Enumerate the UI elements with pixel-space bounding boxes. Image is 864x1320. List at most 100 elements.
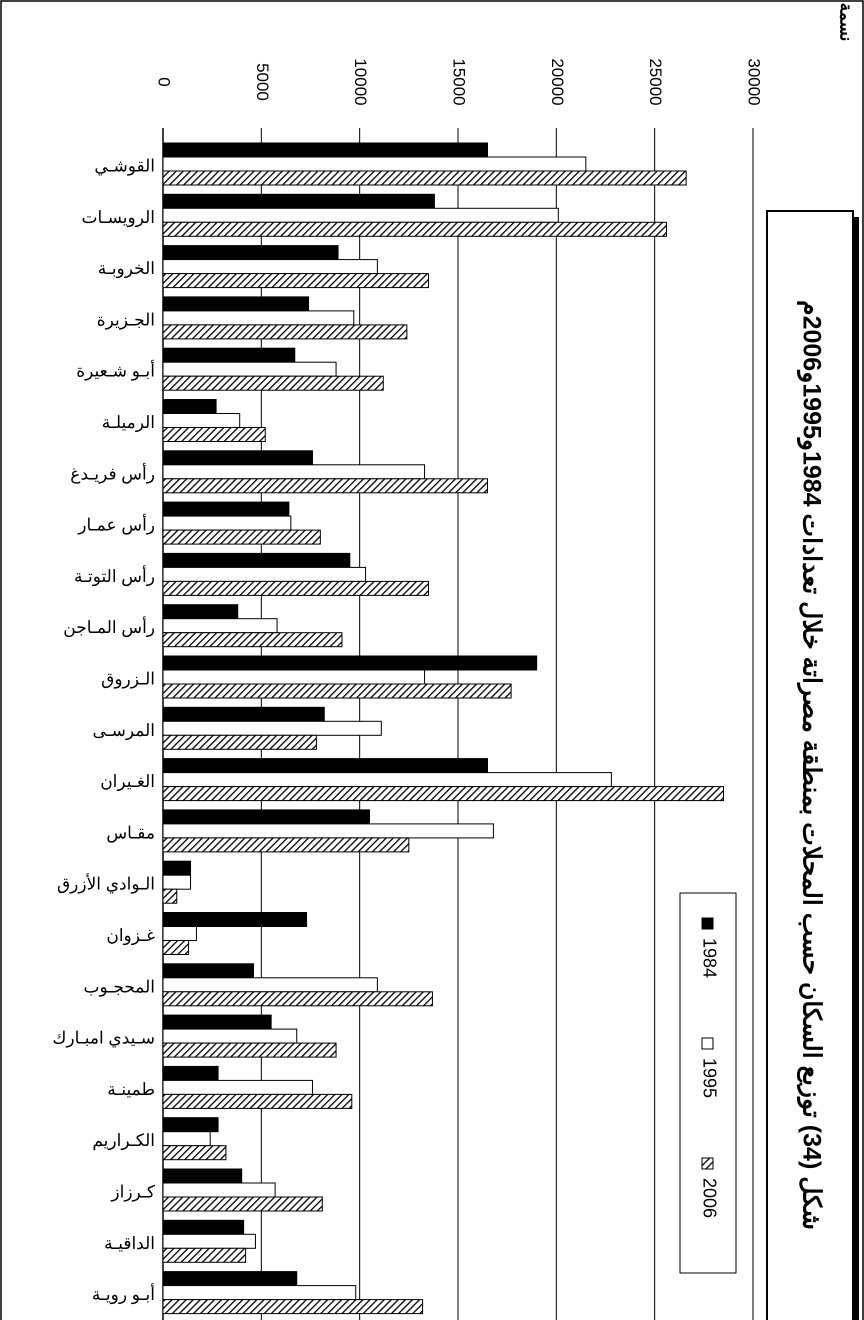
bar	[162, 1145, 227, 1161]
legend-label: 2006	[699, 1178, 719, 1218]
bar	[162, 580, 429, 596]
x-tick-label: 30000	[745, 58, 764, 105]
bar	[162, 193, 435, 209]
bar	[162, 399, 217, 414]
x-tick-label: 10000	[351, 58, 370, 105]
y-tick-label: رأس عمـار	[77, 514, 155, 536]
y-tick-label: الـوادي الأزرق	[57, 874, 155, 895]
bar	[162, 655, 538, 671]
legend-marker	[701, 1157, 714, 1170]
y-tick-label: كـرزاز	[110, 1182, 156, 1202]
bar	[162, 786, 724, 802]
bar	[162, 142, 488, 158]
bar	[162, 296, 310, 312]
legend-marker	[701, 1037, 714, 1050]
bar	[162, 1247, 247, 1263]
bar	[162, 1182, 276, 1198]
y-tick-label: الجـزيرة	[97, 310, 155, 330]
bar	[162, 618, 278, 634]
legend-box	[679, 892, 737, 1274]
bar	[162, 888, 178, 904]
legend-label: 1995	[699, 1058, 719, 1098]
bar	[162, 170, 687, 186]
legend-label: 1984	[699, 938, 719, 978]
bar	[162, 912, 308, 927]
bar	[162, 669, 426, 685]
bar	[162, 324, 408, 340]
bar	[162, 823, 494, 839]
y-tick-label: رأس فريـدغ	[70, 462, 155, 484]
bar	[162, 273, 429, 289]
bar	[162, 991, 433, 1007]
y-tick-label: الرويسـات	[81, 208, 155, 228]
bar	[162, 1079, 313, 1095]
bar	[162, 860, 192, 876]
bar	[162, 874, 192, 890]
y-tick-label: سـيدي امبـارك	[52, 1029, 155, 1049]
bar	[162, 940, 190, 955]
bar	[162, 259, 378, 275]
bar	[162, 245, 339, 261]
bar	[162, 1065, 219, 1081]
y-tick-label: الـزروق	[101, 669, 155, 689]
bar	[162, 734, 317, 750]
bar	[162, 1299, 424, 1315]
bar	[162, 706, 325, 722]
y-tick-label: غـزوان	[106, 926, 155, 946]
title-box	[766, 210, 854, 1320]
bar	[162, 450, 313, 466]
bar	[162, 221, 667, 237]
y-tick-label: المحجـوب	[84, 977, 155, 997]
bar	[162, 1219, 245, 1235]
bar	[162, 427, 266, 442]
bar	[162, 1168, 243, 1184]
bar	[162, 566, 367, 582]
x-tick-label: 15000	[450, 58, 469, 105]
y-tick-label: أبـو رويـة	[92, 1283, 155, 1305]
y-tick-label: طمينـة	[107, 1080, 155, 1099]
bar	[162, 977, 378, 993]
bar	[162, 413, 241, 428]
bar	[162, 1117, 219, 1133]
bar	[162, 632, 343, 648]
bar	[162, 1233, 256, 1249]
y-tick-label: الغـيران	[100, 772, 155, 792]
bar	[162, 1196, 323, 1212]
bar	[162, 837, 410, 853]
y-tick-label: رأس التوتـة	[74, 565, 155, 587]
y-tick-label: الرميلـة	[102, 413, 155, 433]
y-tick-label: المرسـى	[92, 721, 155, 741]
bar	[162, 156, 587, 172]
x-tick-label: 20000	[548, 58, 567, 105]
y-tick-label: مقـاس	[106, 823, 155, 843]
bar	[162, 683, 512, 699]
bar	[162, 515, 292, 531]
bar	[162, 604, 239, 620]
bar	[162, 926, 197, 941]
bar	[162, 361, 337, 377]
bar	[162, 501, 290, 517]
y-tick-label: رأس المـاجن	[63, 616, 155, 638]
bar	[162, 963, 254, 979]
bar	[162, 1028, 298, 1044]
legend-marker	[701, 917, 714, 930]
bar	[162, 809, 370, 825]
bar	[162, 552, 351, 568]
bar	[162, 529, 321, 545]
bar	[162, 347, 296, 363]
bar	[162, 772, 612, 788]
bar	[162, 1131, 211, 1147]
bar	[162, 720, 382, 736]
chart-title: شكل (34) توزيع السكان حسب المحلات بمنطقة…	[796, 300, 825, 1230]
bar	[162, 758, 488, 774]
x-tick-label: 25000	[646, 58, 665, 105]
bar	[162, 464, 426, 480]
y-tick-label: الكـراريم	[92, 1131, 155, 1151]
y-tick-label: القوشـي	[94, 156, 155, 176]
bar	[162, 375, 384, 391]
y-tick-label: الداقيـة	[104, 1234, 155, 1253]
bar	[162, 1014, 272, 1030]
y-tick-label: الخروبـة	[98, 259, 155, 279]
bar	[162, 207, 559, 223]
